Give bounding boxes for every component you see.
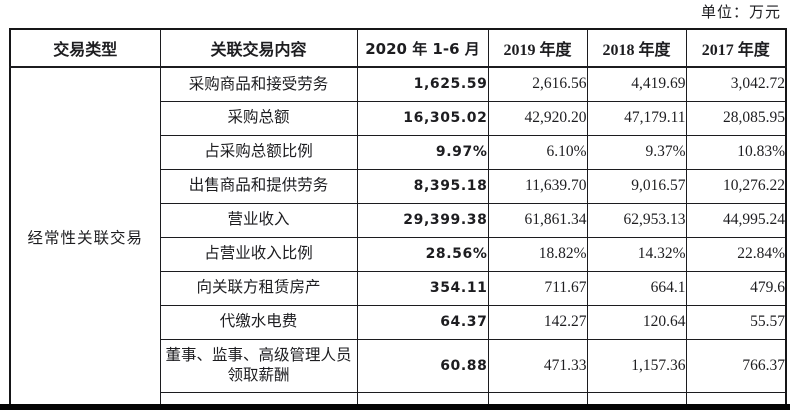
- header-2018: 2018 年度: [586, 28, 687, 68]
- value-2019: 18.82%: [487, 236, 588, 272]
- value-2018: 47,179.11: [586, 100, 687, 136]
- table-row: 采购总额 16,305.02 42,920.20 47,179.11 28,08…: [10, 100, 787, 136]
- value-2017: 28,085.95: [685, 100, 787, 136]
- value-2019: 42,920.20: [487, 100, 588, 136]
- value-2018: 120.64: [586, 304, 687, 340]
- value-2020: 1,625.59: [356, 66, 489, 102]
- table-header: 交易类型 关联交易内容 2020 年 1-6 月 2019 年度 2018 年度…: [9, 28, 787, 68]
- row-label: 出售商品和提供劳务: [159, 168, 358, 204]
- value-2019: 2,616.56: [487, 66, 588, 102]
- value-2018: 9.37%: [586, 134, 687, 170]
- row-label: 采购商品和接受劳务: [159, 66, 358, 102]
- value-2019: 11,639.70: [487, 168, 588, 204]
- value-2020: 354.11: [356, 270, 489, 306]
- header-transaction-content: 关联交易内容: [159, 28, 358, 68]
- header-row: 交易类型 关联交易内容 2020 年 1-6 月 2019 年度 2018 年度…: [9, 28, 787, 68]
- value-2019: 6.10%: [487, 134, 588, 170]
- table-row: 经常性关联交易 采购商品和接受劳务 1,625.59 2,616.56 4,41…: [9, 66, 787, 407]
- table-row: 占采购总额比例 9.97% 6.10% 9.37% 10.83%: [10, 134, 787, 170]
- header-transaction-type: 交易类型: [9, 28, 161, 68]
- value-2018: 14.32%: [586, 236, 687, 272]
- value-2020: 64.37: [356, 304, 489, 340]
- value-2020: 60.88: [356, 338, 489, 393]
- value-2018: 1,157.36: [586, 338, 687, 393]
- value-2017: 44,995.24: [685, 202, 787, 238]
- table-body: 经常性关联交易 采购商品和接受劳务 1,625.59 2,616.56 4,41…: [9, 66, 787, 407]
- value-2017: 55.57: [685, 304, 787, 340]
- value-2019: 711.67: [487, 270, 588, 306]
- row-label: 向关联方租赁房产: [159, 270, 358, 306]
- value-2018: 9,016.57: [586, 168, 687, 204]
- row-label: 代缴水电费: [159, 304, 358, 340]
- value-2020: 16,305.02: [356, 100, 489, 136]
- table-row: 出售商品和提供劳务 8,395.18 11,639.70 9,016.57 10…: [10, 168, 787, 204]
- transaction-type-group-cell: 经常性关联交易: [9, 66, 161, 407]
- value-2017: 479.6: [685, 270, 787, 306]
- value-2017: 766.37: [685, 338, 787, 393]
- value-2017: 3,042.72: [685, 66, 787, 102]
- related-transactions-table: 交易类型 关联交易内容 2020 年 1-6 月 2019 年度 2018 年度…: [9, 28, 787, 407]
- value-2018: 4,419.69: [586, 66, 687, 102]
- row-label: 董事、监事、高级管理人员领取薪酬: [159, 338, 358, 393]
- table-row: 董事、监事、高级管理人员领取薪酬 60.88 471.33 1,157.36 7…: [10, 338, 787, 393]
- value-2017: 22.84%: [685, 236, 787, 272]
- clipped-partial-row: [10, 391, 787, 407]
- value-2020: 8,395.18: [356, 168, 489, 204]
- row-label: 占营业收入比例: [159, 236, 358, 272]
- empty-cell: [356, 391, 489, 407]
- value-2017: 10,276.22: [685, 168, 787, 204]
- value-2020: 29,399.38: [356, 202, 489, 238]
- table-row: 营业收入 29,399.38 61,861.34 62,953.13 44,99…: [10, 202, 787, 238]
- value-2020: 9.97%: [356, 134, 489, 170]
- table-row: 占营业收入比例 28.56% 18.82% 14.32% 22.84%: [10, 236, 787, 272]
- empty-cell: [685, 391, 787, 407]
- value-2018: 62,953.13: [586, 202, 687, 238]
- header-2020: 2020 年 1-6 月: [356, 28, 489, 68]
- header-2017: 2017 年度: [685, 28, 787, 68]
- value-2017: 10.83%: [685, 134, 787, 170]
- row-label: 采购总额: [159, 100, 358, 136]
- table-row: 向关联方租赁房产 354.11 711.67 664.1 479.6: [10, 270, 787, 306]
- page-crop-edge-bar: [0, 404, 790, 410]
- value-2019: 142.27: [487, 304, 588, 340]
- value-2019: 61,861.34: [487, 202, 588, 238]
- value-2020: 28.56%: [356, 236, 489, 272]
- table-row: 代缴水电费 64.37 142.27 120.64 55.57: [10, 304, 787, 340]
- row-label: 营业收入: [159, 202, 358, 238]
- row-label: 占采购总额比例: [159, 134, 358, 170]
- unit-label: 单位：万元: [700, 5, 781, 21]
- value-2019: 471.33: [487, 338, 588, 393]
- value-2018: 664.1: [586, 270, 687, 306]
- header-2019: 2019 年度: [487, 28, 588, 68]
- empty-cell: [586, 391, 687, 407]
